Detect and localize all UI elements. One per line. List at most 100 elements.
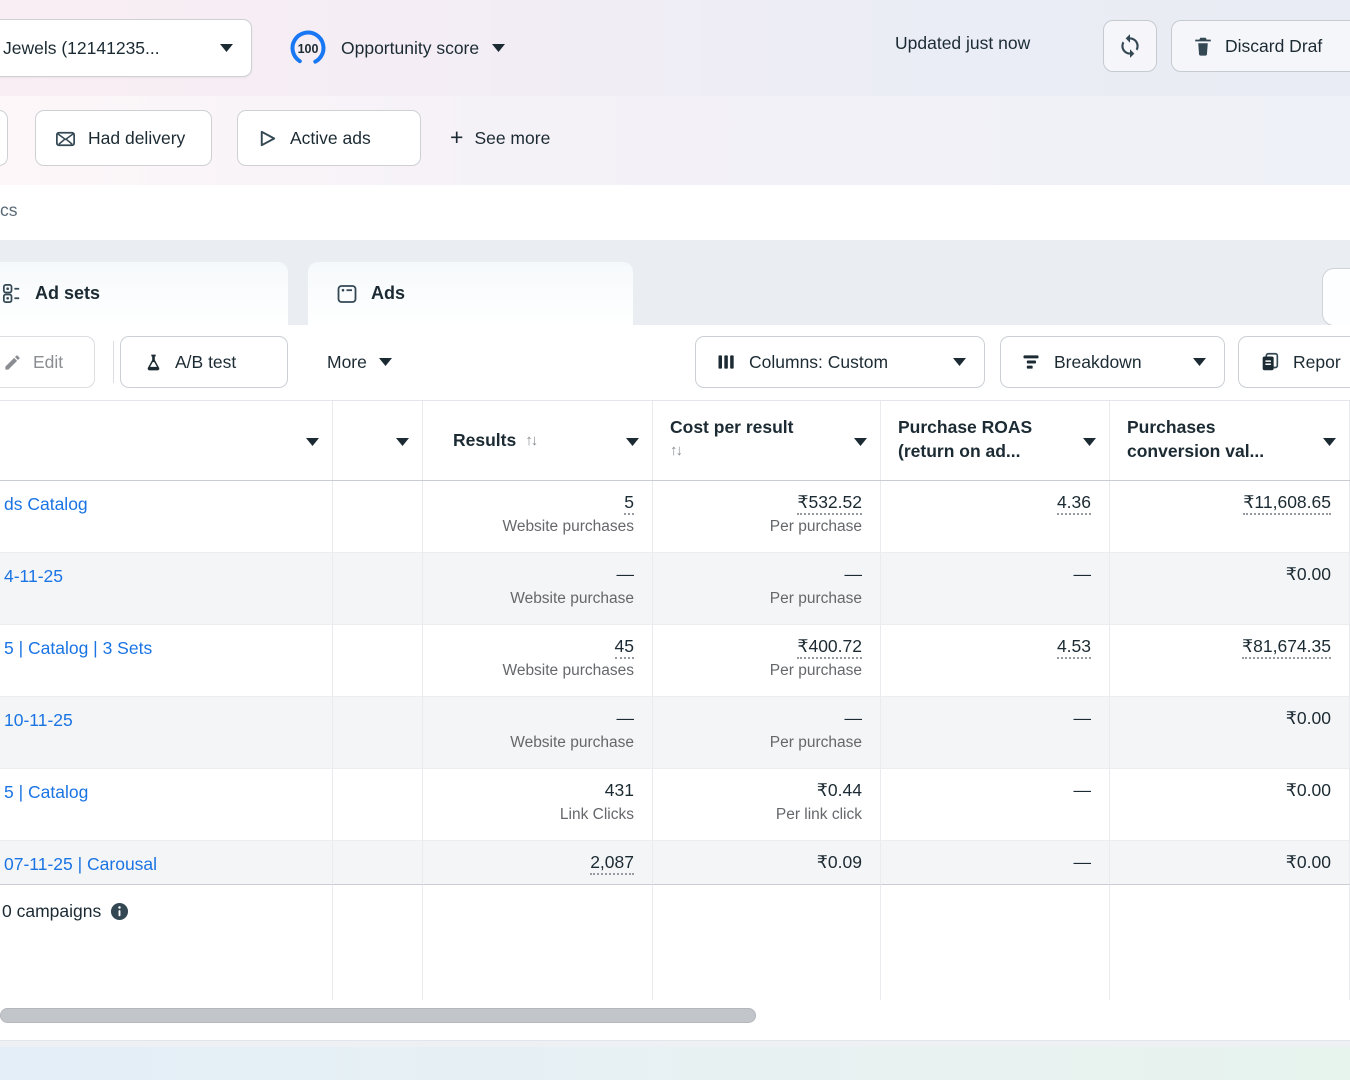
opportunity-score[interactable]: 100 Opportunity score bbox=[288, 28, 505, 68]
filter-active-ads-label: Active ads bbox=[290, 128, 371, 149]
blank-cell bbox=[333, 481, 423, 553]
summary-cell bbox=[881, 885, 1110, 1001]
roas-cell: 4.36 bbox=[881, 481, 1110, 553]
table-row: 5 | Catalog 431 Link Clicks ₹0.44 Per li… bbox=[0, 769, 1350, 841]
trash-icon bbox=[1192, 35, 1214, 57]
results-value: — bbox=[617, 564, 635, 584]
reports-button[interactable]: Repor bbox=[1238, 336, 1350, 388]
edit-button[interactable]: Edit bbox=[0, 336, 95, 388]
tab-bar-right-control[interactable] bbox=[1322, 268, 1350, 326]
blank-cell bbox=[333, 625, 423, 697]
chevron-down-icon[interactable] bbox=[306, 438, 319, 446]
discard-draft-button[interactable]: Discard Draf bbox=[1171, 20, 1350, 72]
campaigns-table: Results ↑↓ Cost per result ↑↓ Purchase R… bbox=[0, 400, 1350, 1000]
results-cell: — Website purchase bbox=[423, 553, 653, 625]
results-value: 45 bbox=[615, 636, 634, 659]
campaign-name-link[interactable]: ds Catalog bbox=[0, 481, 333, 553]
chevron-down-icon[interactable] bbox=[1083, 438, 1096, 446]
roas-cell: — bbox=[881, 697, 1110, 769]
results-cell: 5 Website purchases bbox=[423, 481, 653, 553]
chevron-down-icon[interactable] bbox=[1323, 438, 1336, 446]
table-header-row: Results ↑↓ Cost per result ↑↓ Purchase R… bbox=[0, 401, 1350, 481]
chevron-down-icon bbox=[220, 44, 233, 52]
results-cell: 2,087 bbox=[423, 841, 653, 885]
account-selector[interactable]: Jewels (12141235... bbox=[0, 19, 252, 77]
column-header-results[interactable]: Results ↑↓ bbox=[423, 401, 653, 480]
columns-button[interactable]: Columns: Custom bbox=[695, 336, 985, 388]
columns-icon bbox=[716, 352, 736, 372]
results-value: 2,087 bbox=[590, 852, 634, 875]
filter-pill-cut[interactable] bbox=[0, 110, 8, 166]
column-header-purchases-conversion-value[interactable]: Purchases conversion val... bbox=[1110, 401, 1350, 480]
section-divider bbox=[0, 1040, 1350, 1047]
chevron-down-icon[interactable] bbox=[396, 438, 409, 446]
info-icon[interactable] bbox=[110, 902, 129, 921]
cost-value: ₹532.52 bbox=[797, 492, 862, 515]
results-cell: — Website purchase bbox=[423, 697, 653, 769]
updated-status: Updated just now bbox=[895, 33, 1030, 54]
filter-had-delivery[interactable]: Had delivery bbox=[35, 110, 212, 166]
cost-sub: Per purchase bbox=[653, 518, 862, 536]
ab-test-label: A/B test bbox=[175, 352, 236, 373]
scrollbar-track bbox=[0, 1000, 1350, 1040]
roas-value: 4.36 bbox=[1057, 492, 1091, 515]
campaign-name-link[interactable]: 4-11-25 bbox=[0, 553, 333, 625]
cost-sub: Per link click bbox=[653, 806, 862, 824]
ads-icon bbox=[335, 282, 359, 306]
bottom-gradient-panel bbox=[0, 1047, 1350, 1080]
table-summary-row: 0 campaigns bbox=[0, 885, 1350, 1001]
column-header-name bbox=[0, 401, 333, 480]
table-row: 10-11-25 — Website purchase — Per purcha… bbox=[0, 697, 1350, 769]
cost-cell: ₹0.44 Per link click bbox=[653, 769, 881, 841]
blank-cell bbox=[333, 553, 423, 625]
cost-value: — bbox=[845, 708, 863, 728]
campaign-name-link[interactable]: 07-11-25 | Carousal bbox=[0, 841, 333, 885]
edit-button-label: Edit bbox=[33, 352, 63, 373]
results-cell: 45 Website purchases bbox=[423, 625, 653, 697]
cost-value: ₹0.09 bbox=[817, 852, 862, 872]
chevron-down-icon[interactable] bbox=[854, 438, 867, 446]
chevron-down-icon bbox=[1193, 358, 1206, 366]
reports-label: Repor bbox=[1293, 352, 1341, 373]
ab-test-button[interactable]: A/B test bbox=[120, 336, 288, 388]
refresh-button[interactable] bbox=[1103, 20, 1157, 72]
roas-cell: — bbox=[881, 769, 1110, 841]
column-header-purchase-roas[interactable]: Purchase ROAS (return on ad... bbox=[881, 401, 1110, 480]
plus-icon: + bbox=[450, 126, 463, 149]
flask-icon bbox=[143, 352, 164, 373]
roas-value: — bbox=[1074, 780, 1092, 800]
chevron-down-icon bbox=[953, 358, 966, 366]
ad-sets-icon bbox=[0, 282, 23, 305]
campaign-name-link[interactable]: 5 | Catalog bbox=[0, 769, 333, 841]
breadcrumb-band: cs bbox=[0, 185, 1350, 240]
pcv-cell: ₹11,608.65 bbox=[1110, 481, 1350, 553]
more-button[interactable]: More bbox=[325, 336, 435, 388]
pcv-cell: ₹0.00 bbox=[1110, 697, 1350, 769]
sort-icon[interactable]: ↑↓ bbox=[670, 439, 880, 463]
campaign-name-link[interactable]: 10-11-25 bbox=[0, 697, 333, 769]
cost-cell: — Per purchase bbox=[653, 697, 881, 769]
refresh-icon bbox=[1117, 33, 1143, 59]
results-sub: Website purchase bbox=[423, 734, 634, 752]
tab-ad-sets[interactable]: Ad sets bbox=[0, 262, 288, 325]
horizontal-scrollbar[interactable] bbox=[0, 1008, 756, 1023]
tab-bar: Ad sets Ads bbox=[0, 240, 1350, 325]
results-cell: 431 Link Clicks bbox=[423, 769, 653, 841]
filter-active-ads[interactable]: Active ads bbox=[237, 110, 421, 166]
column-header-cost-per-result[interactable]: Cost per result ↑↓ bbox=[653, 401, 881, 480]
cost-cell: — Per purchase bbox=[653, 553, 881, 625]
results-value: 431 bbox=[605, 780, 634, 800]
pcv-cell: ₹0.00 bbox=[1110, 553, 1350, 625]
campaign-name-link[interactable]: 5 | Catalog | 3 Sets bbox=[0, 625, 333, 697]
summary-cell bbox=[1110, 885, 1350, 1001]
results-sub: Link Clicks bbox=[423, 806, 634, 824]
summary-cell bbox=[423, 885, 653, 1001]
sort-icon[interactable]: ↑↓ bbox=[525, 432, 536, 449]
tab-ad-sets-label: Ad sets bbox=[35, 283, 100, 304]
see-more-filters[interactable]: + See more bbox=[450, 110, 550, 166]
cost-value: ₹0.44 bbox=[817, 780, 862, 800]
pcv-header-label: Purchases bbox=[1127, 415, 1349, 439]
chevron-down-icon[interactable] bbox=[626, 438, 639, 446]
breakdown-button[interactable]: Breakdown bbox=[1000, 336, 1225, 388]
tab-ads[interactable]: Ads bbox=[308, 262, 633, 325]
